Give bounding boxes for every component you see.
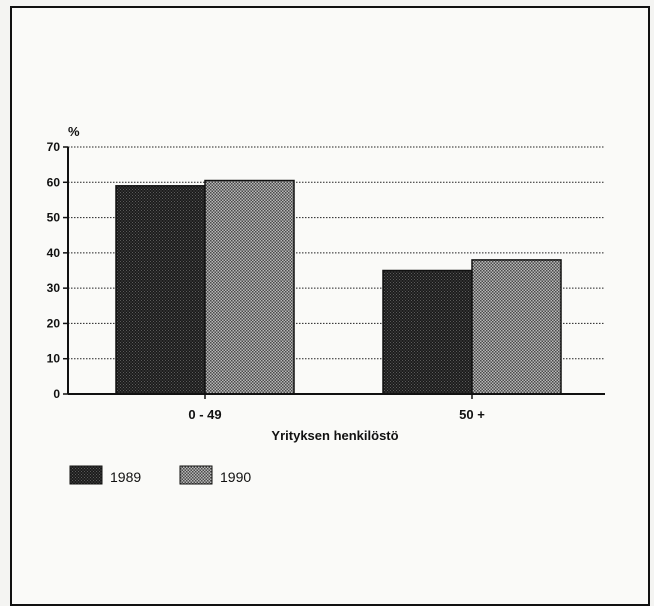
y-tick-label: 10 — [47, 352, 61, 366]
x-axis-title: Yrityksen henkilöstö — [271, 428, 398, 443]
legend-label-1989: 1989 — [110, 469, 141, 485]
legend-swatch-1990 — [179, 465, 213, 485]
y-tick-label: 50 — [47, 211, 61, 225]
y-tick-label: 30 — [47, 281, 61, 295]
bar-1989-small — [115, 185, 206, 395]
y-axis-unit-label: % — [68, 124, 80, 139]
y-tick-label: 70 — [47, 140, 61, 154]
legend: 1989 1990 — [69, 465, 251, 485]
y-axis-ticks: 0 10 20 30 40 50 60 70 — [47, 140, 68, 401]
y-tick-label: 0 — [53, 387, 60, 401]
bar-1990-small — [204, 179, 295, 395]
legend-swatch-1989 — [69, 465, 103, 485]
legend-label-1990: 1990 — [220, 469, 251, 485]
y-tick-label: 40 — [47, 246, 61, 260]
y-tick-label: 60 — [47, 175, 61, 189]
bars — [115, 179, 562, 395]
x-axis-categories: 0 - 49 50 + — [188, 394, 485, 422]
y-tick-label: 20 — [47, 316, 61, 330]
bar-1990-large — [471, 259, 562, 395]
bar-chart: % 0 10 20 30 40 50 60 70 0 - 49 50 + Yrityksen h… — [47, 124, 605, 485]
x-category-label: 50 + — [459, 407, 485, 422]
x-category-label: 0 - 49 — [188, 407, 221, 422]
bar-1989-large — [382, 269, 473, 395]
